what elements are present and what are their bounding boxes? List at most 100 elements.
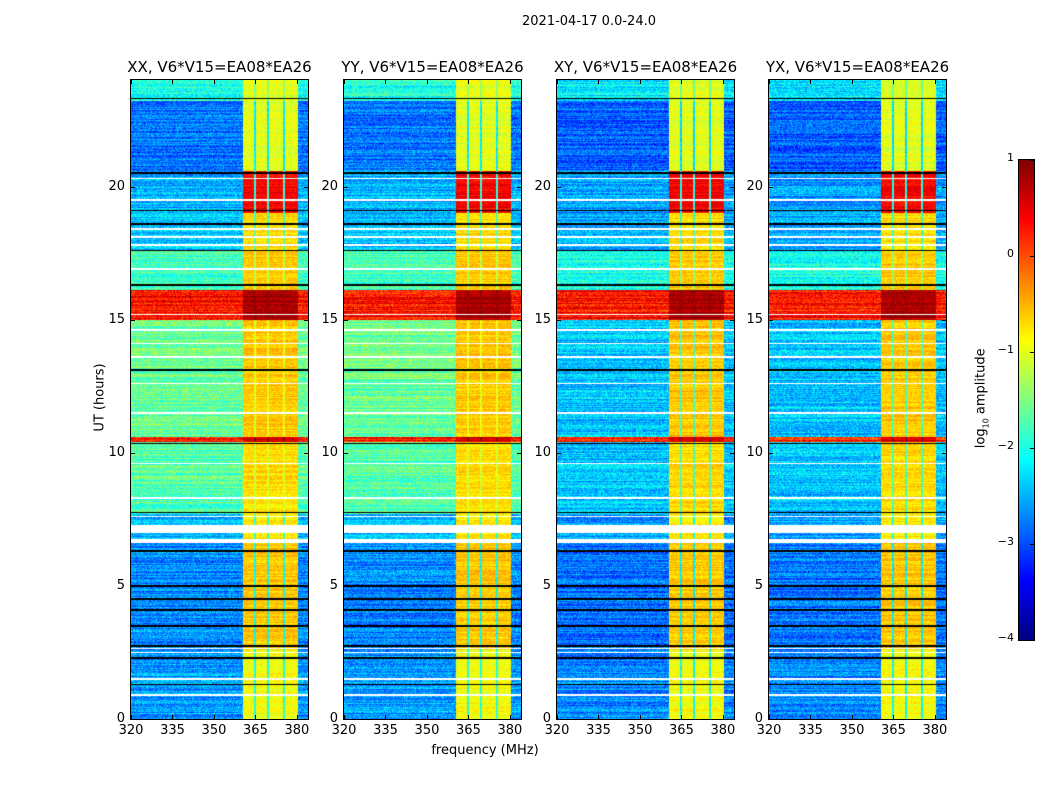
x-tick-label: 320 [331, 723, 357, 738]
x-tick-mark [172, 715, 174, 719]
x-tick-label: 365 [669, 723, 694, 738]
y-tick-mark [131, 585, 135, 587]
y-tick-mark-right [517, 452, 521, 454]
x-tick-mark-top [639, 80, 641, 84]
y-tick-label: 10 [534, 444, 551, 460]
heatmap-image [557, 80, 734, 719]
colorbar-tick-label: 0 [1007, 247, 1014, 260]
x-axis-label: frequency (MHz) [431, 743, 539, 758]
x-tick-mark [344, 715, 345, 719]
x-tick-mark [893, 715, 895, 719]
x-tick-label: 365 [881, 723, 906, 738]
colorbar-tick-mark [1030, 544, 1034, 545]
colorbar-tick-label: −3 [997, 535, 1014, 548]
x-tick-label: 365 [456, 723, 481, 738]
x-tick-label: 335 [798, 723, 823, 738]
y-tick-mark-right [304, 719, 308, 720]
heatmap-image [344, 80, 521, 719]
y-tick-mark [557, 319, 561, 321]
x-tick-mark [557, 715, 558, 719]
colorbar-tick-mark [1030, 256, 1034, 257]
x-tick-mark-top [296, 80, 298, 84]
y-tick-mark [344, 452, 348, 454]
y-tick-label: 10 [108, 444, 125, 460]
figure-title: 2021-04-17 0.0-24.0 [522, 14, 656, 29]
y-tick-mark-right [517, 585, 521, 587]
x-tick-label: 380 [497, 723, 523, 738]
y-tick-label: 20 [321, 178, 338, 194]
x-tick-mark-top [893, 80, 895, 84]
x-tick-mark-top [385, 80, 387, 84]
x-tick-label: 350 [201, 723, 227, 738]
y-tick-label: 5 [542, 577, 551, 593]
x-tick-mark-top [557, 80, 558, 84]
x-tick-label: 350 [627, 723, 653, 738]
y-tick-mark [344, 319, 348, 321]
x-tick-mark [468, 715, 470, 719]
x-tick-mark [934, 715, 936, 719]
panel-title: YX, V6*V15=EA08*EA26 [765, 58, 950, 76]
x-tick-mark-top [213, 80, 215, 84]
y-tick-label: 10 [321, 444, 338, 460]
y-tick-mark-right [730, 319, 734, 321]
y-tick-mark-right [517, 186, 521, 188]
x-tick-mark [639, 715, 641, 719]
y-tick-label: 20 [534, 178, 551, 194]
x-tick-label: 380 [284, 723, 310, 738]
y-axis-label: UT (hours) [92, 363, 108, 432]
y-tick-mark [769, 452, 773, 454]
x-tick-mark [810, 715, 812, 719]
y-tick-mark-right [730, 585, 734, 587]
x-tick-mark [509, 715, 511, 719]
y-tick-mark [557, 452, 561, 454]
colorbar-tick-mark [1030, 160, 1034, 161]
x-tick-mark-top [426, 80, 428, 84]
x-tick-label: 320 [118, 723, 144, 738]
y-tick-label: 0 [116, 711, 125, 726]
colorbar-tick-label: −2 [997, 439, 1014, 452]
y-tick-mark [769, 319, 773, 321]
x-tick-label: 335 [160, 723, 185, 738]
waterfall-panel-xy [556, 79, 735, 720]
y-tick-label: 5 [116, 577, 125, 593]
y-tick-mark [769, 719, 773, 720]
x-tick-mark-top [509, 80, 511, 84]
y-tick-mark-right [304, 319, 308, 321]
x-tick-label: 380 [710, 723, 736, 738]
waterfall-panel-xx [130, 79, 309, 720]
x-tick-label: 320 [544, 723, 570, 738]
heatmap-image [769, 80, 946, 719]
x-tick-mark [681, 715, 683, 719]
colorbar-tick-label: −4 [997, 631, 1014, 644]
colorbar-tick-label: 1 [1007, 151, 1014, 164]
y-tick-mark-right [942, 319, 946, 321]
y-tick-mark [131, 452, 135, 454]
x-tick-label: 335 [586, 723, 611, 738]
x-tick-mark [598, 715, 600, 719]
y-tick-mark [344, 719, 348, 720]
x-tick-label: 320 [756, 723, 782, 738]
x-tick-mark [769, 715, 770, 719]
y-tick-mark-right [942, 452, 946, 454]
y-tick-mark-right [304, 186, 308, 188]
panel-title: YY, V6*V15=EA08*EA26 [341, 58, 524, 76]
y-tick-mark [769, 585, 773, 587]
y-tick-label: 15 [108, 311, 125, 327]
waterfall-panel-yy [343, 79, 522, 720]
heatmap-image [131, 80, 308, 719]
x-tick-label: 380 [922, 723, 948, 738]
waterfall-panel-yx [768, 79, 947, 720]
y-tick-label: 15 [746, 311, 763, 327]
y-tick-label: 20 [108, 178, 125, 194]
x-tick-mark [131, 715, 132, 719]
x-tick-mark [385, 715, 387, 719]
y-tick-mark-right [304, 585, 308, 587]
x-tick-mark-top [934, 80, 936, 84]
y-tick-mark-right [730, 719, 734, 720]
x-tick-mark [255, 715, 257, 719]
x-tick-mark-top [810, 80, 812, 84]
y-tick-mark [344, 186, 348, 188]
x-tick-mark [426, 715, 428, 719]
y-tick-mark [557, 585, 561, 587]
